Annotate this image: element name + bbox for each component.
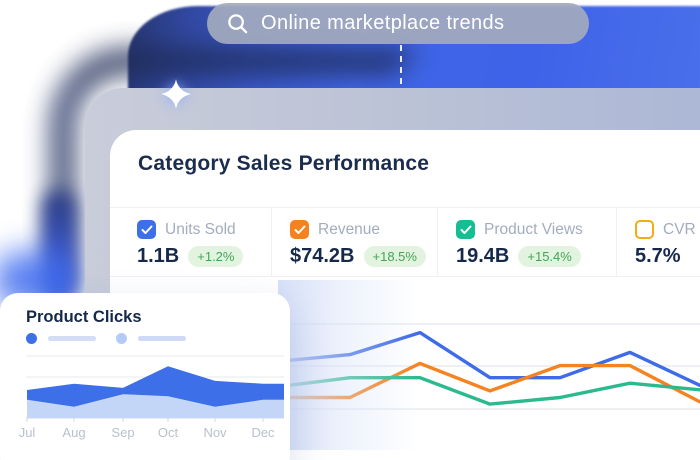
legend-skeleton-line	[138, 336, 186, 341]
revenue-checkbox[interactable]	[290, 220, 309, 239]
metrics-row: Units Sold 1.1B +1.2% Revenue $74.2B +18…	[110, 207, 700, 277]
month-label: Dec	[251, 425, 275, 440]
metric-units-sold: Units Sold 1.1B +1.2%	[110, 208, 271, 276]
legend-dot-blue	[26, 333, 37, 344]
check-icon	[460, 225, 471, 234]
legend-item-2[interactable]	[116, 333, 186, 344]
metric-label: Units Sold	[165, 220, 236, 238]
month-label: Aug	[62, 425, 85, 440]
legend-item-1[interactable]	[26, 333, 96, 344]
metric-value: 19.4B	[456, 245, 510, 267]
change-badge: +18.5%	[363, 246, 426, 267]
month-label: Nov	[203, 425, 227, 440]
search-input[interactable]: Online marketplace trends	[207, 3, 589, 44]
product-clicks-title: Product Clicks	[26, 308, 142, 326]
change-badge: +1.2%	[188, 246, 244, 267]
metric-value: 1.1B	[137, 245, 180, 267]
month-label: Jul	[19, 425, 36, 440]
check-icon	[141, 225, 152, 234]
cvr-checkbox[interactable]	[635, 220, 654, 239]
legend	[26, 333, 186, 344]
metric-label: Revenue	[318, 220, 381, 238]
page-title: Category Sales Performance	[138, 152, 430, 175]
metric-label: CVR	[663, 220, 696, 238]
area-light	[27, 394, 284, 418]
metric-revenue: Revenue $74.2B +18.5%	[271, 208, 437, 276]
units-sold-checkbox[interactable]	[137, 220, 156, 239]
metric-cvr: CVR 5.7%	[616, 208, 700, 276]
metric-product-views: Product Views 19.4B +15.4%	[437, 208, 616, 276]
area-dark	[27, 366, 284, 407]
legend-skeleton-line	[48, 336, 96, 341]
product-clicks-card: Product Clicks Jul Aug Sep Oct Nov Dec	[0, 293, 290, 460]
metric-label: Product Views	[484, 220, 583, 238]
sparkle-icon	[161, 79, 191, 109]
metric-value: $74.2B	[290, 245, 355, 267]
product-views-checkbox[interactable]	[456, 220, 475, 239]
product-clicks-chart: Jul Aug Sep Oct Nov Dec	[19, 355, 284, 440]
search-query-text: Online marketplace trends	[261, 12, 505, 34]
legend-dot-lightblue	[116, 333, 127, 344]
month-label: Sep	[111, 425, 134, 440]
check-icon	[294, 225, 305, 234]
dashed-connector-line	[400, 45, 402, 95]
main-trend-chart	[278, 323, 700, 410]
search-icon	[228, 14, 248, 34]
metric-value: 5.7%	[635, 245, 681, 267]
month-label: Oct	[158, 425, 179, 440]
change-badge: +15.4%	[518, 246, 581, 267]
